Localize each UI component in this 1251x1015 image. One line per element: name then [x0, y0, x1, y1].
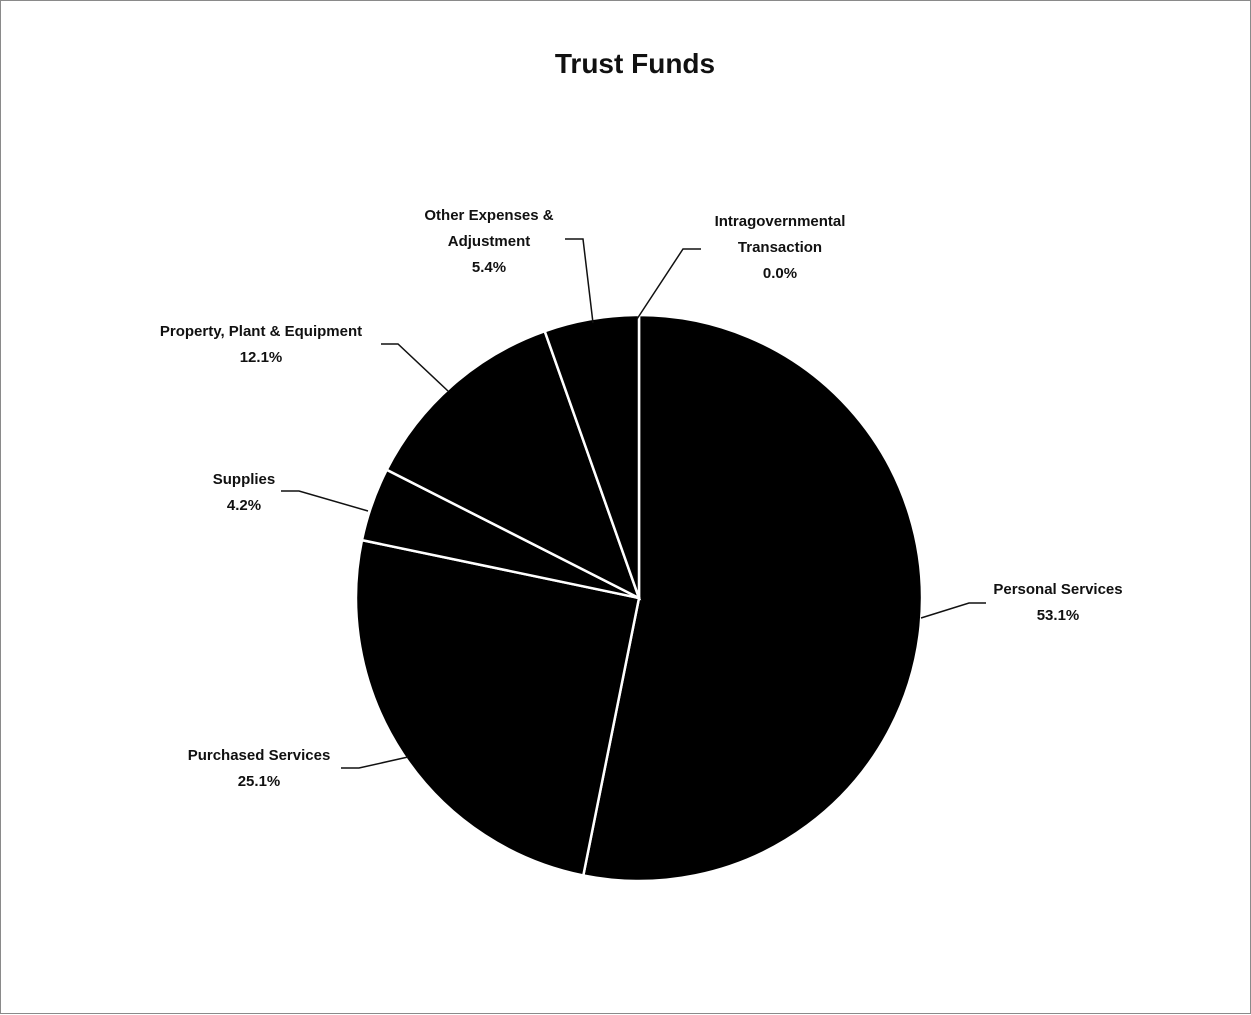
- slice-labels: Personal Services 53.1% Purchased Services…: [160, 207, 1123, 790]
- leader-line-supplies: [281, 490, 369, 512]
- data-label-pct-other-expenses-and-adjustment: 5.4%: [472, 259, 506, 276]
- data-label-name-other-expenses-and-adjustment: Adjustment: [448, 233, 531, 250]
- data-label-name-property-plant-and-equipment: Property, Plant & Equipment: [160, 323, 362, 340]
- data-label-pct-intragovernmental-transaction: 0.0%: [763, 265, 797, 282]
- leader-line-property-plant-and-equipment: [381, 343, 449, 392]
- data-label-name-intragovernmental-transaction: Intragovernmental: [715, 213, 846, 230]
- leader-lines: [281, 238, 986, 769]
- data-label-name-intragovernmental-transaction: Transaction: [738, 239, 822, 256]
- slice-purchased-services: [354, 538, 641, 877]
- leader-line-purchased-services: [341, 756, 409, 769]
- data-label-pct-personal-services: 53.1%: [1037, 607, 1080, 624]
- data-label-name-personal-services: Personal Services: [993, 581, 1122, 598]
- leader-line-intragovernmental-transaction: [636, 248, 701, 320]
- leader-line-other-expenses-and-adjustment: [565, 238, 594, 324]
- slice-property-plant-and-equipment: [385, 329, 642, 601]
- data-label-pct-purchased-services: 25.1%: [238, 773, 281, 790]
- data-label-name-other-expenses-and-adjustment: Other Expenses &: [424, 207, 553, 224]
- chart-title: Trust Funds: [555, 48, 715, 79]
- data-label-pct-property-plant-and-equipment: 12.1%: [240, 349, 283, 366]
- data-label-pct-supplies: 4.2%: [227, 497, 261, 514]
- pie-slices: [354, 313, 924, 883]
- data-label-name-purchased-services: Purchased Services: [188, 747, 331, 764]
- leader-line-personal-services: [920, 602, 986, 619]
- slice-personal-services: [581, 313, 924, 883]
- data-label-name-supplies: Supplies: [213, 471, 276, 488]
